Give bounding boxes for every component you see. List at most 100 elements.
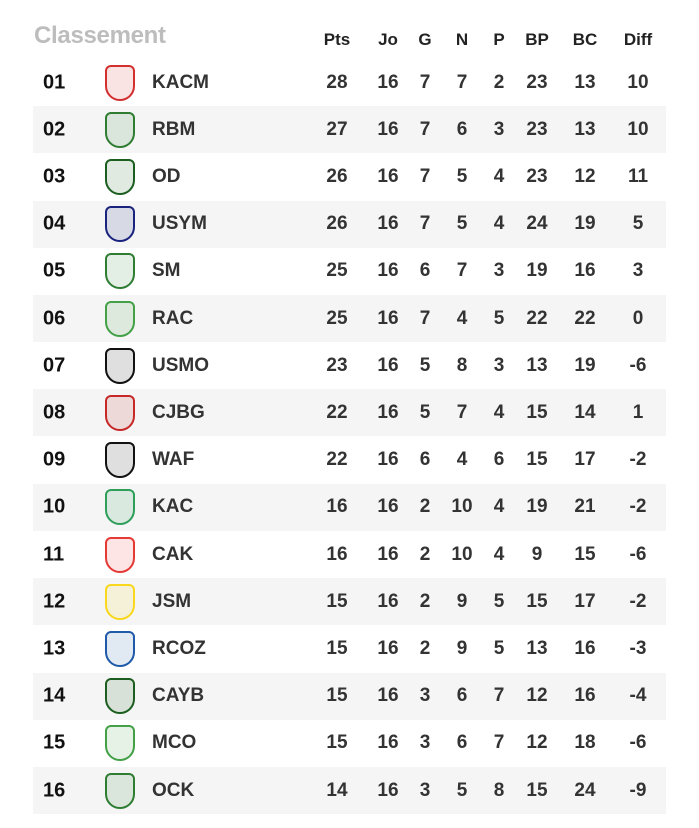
stat-goals-against: 24 <box>574 779 596 801</box>
header-points: Pts <box>323 30 351 49</box>
stat-points: 27 <box>326 118 348 140</box>
table-row[interactable]: 16 OCK 14 16 3 5 8 15 24 -9 <box>33 767 666 814</box>
table-row[interactable]: 07 USMO 23 16 5 8 3 13 19 -6 <box>33 342 666 389</box>
stat-drawn: 7 <box>456 71 468 93</box>
stat-won: 5 <box>419 401 431 423</box>
stat-won: 6 <box>419 449 431 471</box>
table-row[interactable]: 06 RAC 25 16 7 4 5 22 22 0 <box>33 295 666 342</box>
stat-lost: 7 <box>493 685 505 707</box>
stat-played: 16 <box>377 307 399 329</box>
stat-points: 26 <box>326 213 348 235</box>
table-row[interactable]: 14 CAYB 15 16 3 6 7 12 16 -4 <box>33 672 666 720</box>
stat-played: 16 <box>377 637 399 659</box>
table-row[interactable]: 08 CJBG 22 16 5 7 4 15 14 1 <box>33 389 666 437</box>
stat-goals-against: 19 <box>574 213 596 235</box>
stat-lost: 7 <box>493 732 505 754</box>
stat-won: 7 <box>419 118 431 140</box>
stat-goals-against: 16 <box>574 260 596 282</box>
table-row[interactable]: 09 WAF 22 16 6 4 6 15 17 -2 <box>33 437 666 484</box>
stat-points: 28 <box>326 71 348 93</box>
stat-goals-for: 12 <box>526 732 548 754</box>
stat-drawn: 5 <box>456 779 468 801</box>
stat-played: 16 <box>377 165 399 187</box>
team-name: USMO <box>152 354 209 376</box>
rank: 11 <box>43 543 65 565</box>
table-row[interactable]: 11 CAK 16 16 2 10 4 9 15 -6 <box>33 531 666 578</box>
stat-points: 23 <box>326 354 348 376</box>
stat-goals-against: 16 <box>574 637 596 659</box>
stat-goals-for: 15 <box>526 449 548 471</box>
stat-points: 15 <box>326 732 348 754</box>
stat-goal-diff: 1 <box>632 401 644 423</box>
stat-played: 16 <box>377 118 399 140</box>
team-logo-icon <box>103 676 137 716</box>
table-row[interactable]: 04 USYM 26 16 7 5 4 24 19 5 <box>33 200 666 248</box>
stat-drawn: 5 <box>456 213 468 235</box>
stat-goal-diff: -2 <box>629 449 647 471</box>
stat-drawn: 6 <box>456 732 468 754</box>
stat-goals-against: 13 <box>574 71 596 93</box>
rank: 15 <box>43 731 66 754</box>
stat-goals-against: 13 <box>574 118 596 140</box>
stat-goals-for: 23 <box>526 165 548 187</box>
stat-lost: 5 <box>493 307 505 329</box>
stat-points: 16 <box>326 543 348 565</box>
stat-lost: 5 <box>493 590 505 612</box>
stat-goals-against: 17 <box>574 590 596 612</box>
stat-goal-diff: 0 <box>632 307 644 329</box>
stat-drawn: 9 <box>456 590 468 612</box>
stat-drawn: 10 <box>451 496 473 518</box>
team-name: RBM <box>152 118 196 140</box>
stat-won: 3 <box>419 685 431 707</box>
table-row[interactable]: 05 SM 25 16 6 7 3 19 16 3 <box>33 248 666 295</box>
stat-goals-for: 22 <box>526 307 548 329</box>
stat-played: 16 <box>377 543 399 565</box>
team-logo-icon <box>103 582 137 622</box>
rank: 04 <box>43 212 66 235</box>
stat-goals-against: 22 <box>574 307 596 329</box>
team-logo-icon <box>103 723 137 763</box>
stat-drawn: 8 <box>456 354 468 376</box>
stat-goal-diff: -6 <box>629 732 647 754</box>
team-name: MCO <box>152 732 197 754</box>
stat-won: 2 <box>419 543 431 565</box>
stat-played: 16 <box>377 71 399 93</box>
stat-goals-for: 15 <box>526 779 548 801</box>
stat-points: 14 <box>326 779 348 801</box>
stat-lost: 4 <box>493 165 505 187</box>
table-row[interactable]: 10 KAC 16 16 2 10 4 19 21 -2 <box>33 483 666 531</box>
stat-won: 7 <box>419 307 431 329</box>
stat-goals-against: 21 <box>574 496 596 518</box>
stat-goals-against: 16 <box>574 685 596 707</box>
table-row[interactable]: 15 MCO 15 16 3 6 7 12 18 -6 <box>33 720 666 767</box>
stat-goal-diff: -2 <box>629 496 647 518</box>
table-row[interactable]: 03 OD 26 16 7 5 4 23 12 11 <box>33 153 666 200</box>
stat-drawn: 9 <box>456 637 468 659</box>
team-logo-icon <box>103 299 137 339</box>
header-played: Jo <box>378 30 398 49</box>
stat-goal-diff: 10 <box>627 71 649 93</box>
stat-goals-for: 15 <box>526 590 548 612</box>
stat-played: 16 <box>377 590 399 612</box>
rank: 12 <box>43 590 66 613</box>
table-row[interactable]: 02 RBM 27 16 7 6 3 23 13 10 <box>33 106 666 154</box>
team-name: USYM <box>152 213 207 235</box>
rank: 03 <box>43 165 66 188</box>
stat-drawn: 7 <box>456 260 468 282</box>
stat-drawn: 4 <box>456 307 468 329</box>
stat-goals-for: 9 <box>531 543 543 565</box>
team-name: KACM <box>152 71 209 93</box>
header-goal-diff: Diff <box>623 30 653 49</box>
stat-goals-for: 19 <box>526 496 548 518</box>
stat-lost: 3 <box>493 354 505 376</box>
table-row[interactable]: 12 JSM 15 16 2 9 5 15 17 -2 <box>33 578 666 626</box>
stat-goals-for: 23 <box>526 71 548 93</box>
team-name: CJBG <box>152 401 205 423</box>
table-row[interactable]: 01 KACM 28 16 7 7 2 23 13 10 <box>33 59 666 106</box>
team-logo-icon <box>103 63 137 103</box>
team-logo-icon <box>103 346 137 386</box>
rank: 05 <box>43 259 66 282</box>
table-row[interactable]: 13 RCOZ 15 16 2 9 5 13 16 -3 <box>33 625 666 672</box>
stat-lost: 3 <box>493 118 505 140</box>
stat-lost: 5 <box>493 637 505 659</box>
